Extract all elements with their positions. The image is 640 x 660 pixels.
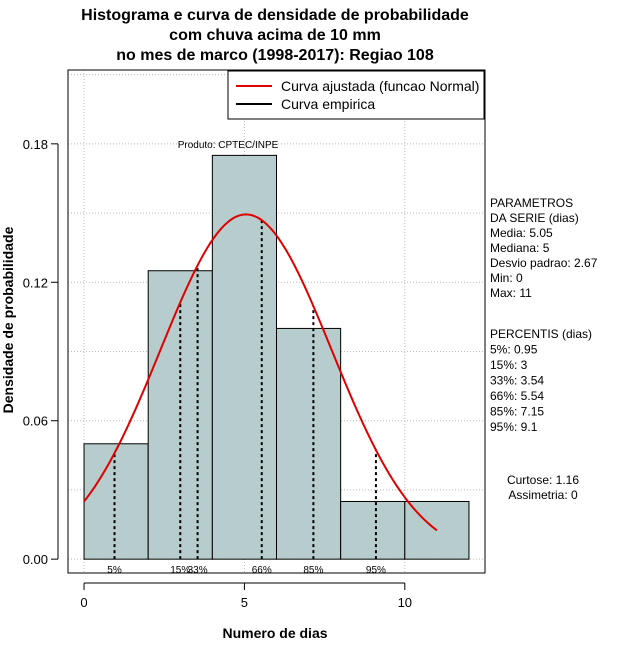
percentile-line-text: 85%: 7.15	[490, 405, 544, 419]
percentile-label: 5%	[107, 565, 122, 576]
percentile-label: 95%	[366, 565, 386, 576]
percentile-label: 33%	[188, 565, 208, 576]
percentile-line-text: PERCENTIS (dias)	[490, 327, 592, 341]
x-tick-label: 0	[80, 595, 87, 610]
percentile-line-text: 15%: 3	[490, 358, 528, 372]
fitted-curve-line	[83, 213, 438, 532]
y-tick-label: 0.00	[23, 552, 48, 567]
histogram-bar	[340, 500, 406, 560]
parameter-line: Desvio padrao: 2.67	[490, 256, 598, 270]
histogram-bar	[276, 327, 342, 560]
shape-line: Assimetria: 0	[508, 488, 578, 502]
parameter-line: Mediana: 5	[490, 241, 550, 255]
parameter-line: PARAMETROS	[490, 196, 573, 210]
percentile-line-text: 33%: 3.54	[490, 374, 544, 388]
chart-title-line-1: Histograma e curva de densidade de proba…	[81, 7, 469, 24]
percentiles-panel: PERCENTIS (dias) 5%: 0.95 15%: 3 33%: 3.…	[490, 327, 592, 434]
y-axis-title: Densidade de probabilidade	[0, 226, 16, 413]
chart-title-line-3: no mes de marco (1998-2017): Regiao 108	[116, 47, 434, 64]
percentile-line-text: 5%: 0.95	[490, 343, 538, 357]
percentile-lines	[113, 220, 377, 560]
percentile-line-text: 95%: 9.1	[490, 420, 538, 434]
parameter-line: DA SERIE (dias)	[490, 211, 579, 225]
parameter-line: Max: 11	[490, 286, 532, 300]
plot-frame	[67, 69, 486, 574]
x-tick-label: 5	[241, 595, 248, 610]
histogram-bars	[83, 154, 470, 560]
legend-box	[227, 70, 485, 120]
y-tick-label: 0.06	[23, 414, 48, 429]
percentile-line-text: 66%: 5.54	[490, 389, 544, 403]
fitted-curve	[83, 213, 438, 532]
histogram-bar	[83, 443, 149, 560]
y-axis: 0.00 0.06 0.12 0.18	[23, 137, 59, 567]
histogram-bar	[211, 154, 278, 560]
x-axis-title: Numero de dias	[222, 625, 327, 641]
legend: Curva ajustada (funcao Normal) Curva emp…	[227, 70, 485, 120]
x-tick-label: 10	[398, 595, 412, 610]
y-tick-label: 0.12	[23, 275, 48, 290]
parameter-line: Media: 5.05	[490, 226, 553, 240]
parameter-line: Min: 0	[490, 271, 523, 285]
y-tick-label: 0.18	[23, 137, 48, 152]
percentile-labels: 5% 15%33% 66% 85% 95%	[107, 565, 386, 576]
percentile-label: 15%	[170, 565, 190, 576]
percentile-label: 66%	[252, 565, 272, 576]
product-annotation: Produto: CPTEC/INPE	[178, 140, 279, 151]
legend-empirical-label: Curva empirica	[281, 96, 375, 112]
shape-line: Curtose: 1.16	[507, 473, 579, 487]
percentile-label: 85%	[303, 565, 323, 576]
chart-title-line-2: com chuva acima de 10 mm	[169, 27, 381, 44]
legend-fitted-label: Curva ajustada (funcao Normal)	[281, 78, 479, 94]
x-axis: 0 5 10	[80, 582, 412, 610]
